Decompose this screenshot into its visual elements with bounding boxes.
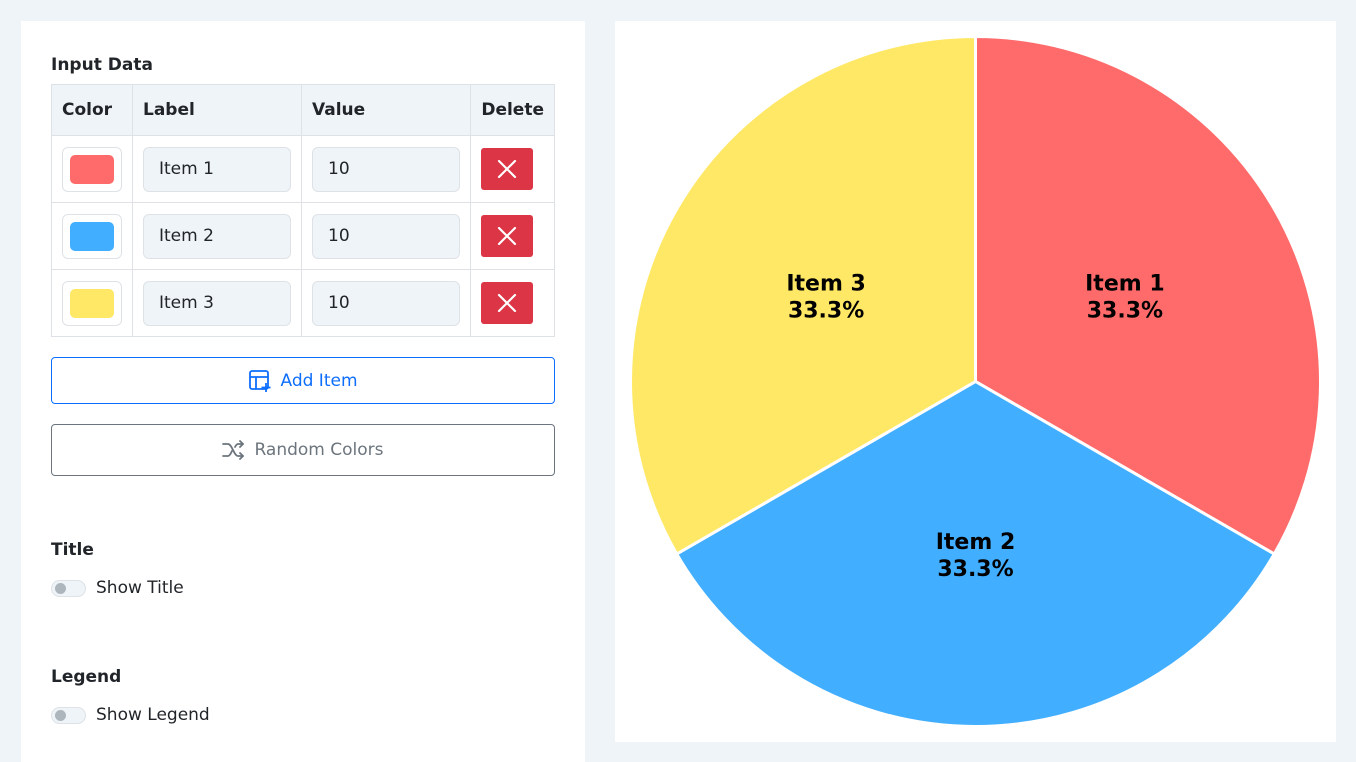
show-title-row: Show Title: [51, 578, 184, 598]
label-input[interactable]: [143, 213, 291, 259]
slice-label: Item 3: [786, 271, 866, 296]
column-header-label: Label: [132, 84, 302, 136]
table-row: [51, 135, 555, 203]
column-header-delete: Delete: [470, 84, 555, 136]
pie-slice-2[interactable]: [674, 379, 1277, 728]
close-icon: [498, 159, 517, 179]
label-input[interactable]: [143, 146, 291, 192]
input-panel: Input Data Color Label Value Delete Add …: [21, 21, 585, 762]
close-icon: [498, 293, 517, 313]
color-picker[interactable]: [62, 146, 122, 192]
chart-panel: Item 1 33.3% Item 2 33.3% Item 3 33.3%: [615, 21, 1336, 742]
close-icon: [498, 226, 517, 246]
table-row: [51, 269, 555, 337]
delete-row-button[interactable]: [481, 148, 534, 190]
pie-slice-1[interactable]: [974, 34, 1322, 557]
value-input[interactable]: [312, 280, 460, 326]
show-title-toggle[interactable]: [51, 579, 86, 597]
pie-chart: Item 133.3%Item 233.3%Item 333.3%: [629, 34, 1322, 728]
color-swatch: [70, 288, 114, 318]
add-item-button[interactable]: Add Item: [51, 357, 555, 404]
color-picker[interactable]: [62, 213, 122, 259]
value-input[interactable]: [312, 146, 460, 192]
delete-row-button[interactable]: [481, 215, 534, 257]
add-item-label: Add Item: [280, 370, 358, 391]
column-header-value: Value: [300, 84, 472, 136]
legend-heading: Legend: [51, 667, 122, 687]
title-heading: Title: [51, 540, 94, 560]
shuffle-icon: [222, 440, 245, 460]
value-input[interactable]: [312, 213, 460, 259]
color-swatch: [70, 154, 114, 184]
input-data-heading: Input Data: [51, 55, 153, 75]
slice-percent: 33.3%: [788, 298, 864, 323]
slice-percent: 33.3%: [937, 557, 1013, 582]
delete-row-button[interactable]: [481, 282, 534, 324]
slice-percent: 33.3%: [1087, 298, 1163, 323]
slice-label: Item 1: [1085, 271, 1165, 296]
data-table: Color Label Value Delete: [51, 84, 555, 337]
random-colors-button[interactable]: Random Colors: [51, 424, 555, 476]
table-add-icon: [249, 369, 271, 392]
color-swatch: [70, 221, 114, 251]
color-picker[interactable]: [62, 280, 122, 326]
pie-slice-3[interactable]: [629, 34, 977, 557]
column-header-color: Color: [51, 84, 133, 136]
show-title-label: Show Title: [96, 578, 184, 598]
label-input[interactable]: [143, 280, 291, 326]
show-legend-row: Show Legend: [51, 705, 210, 725]
show-legend-label: Show Legend: [96, 705, 210, 725]
show-legend-toggle[interactable]: [51, 706, 86, 724]
table-row: [51, 202, 555, 270]
random-colors-label: Random Colors: [254, 440, 384, 460]
slice-label: Item 2: [936, 530, 1016, 555]
